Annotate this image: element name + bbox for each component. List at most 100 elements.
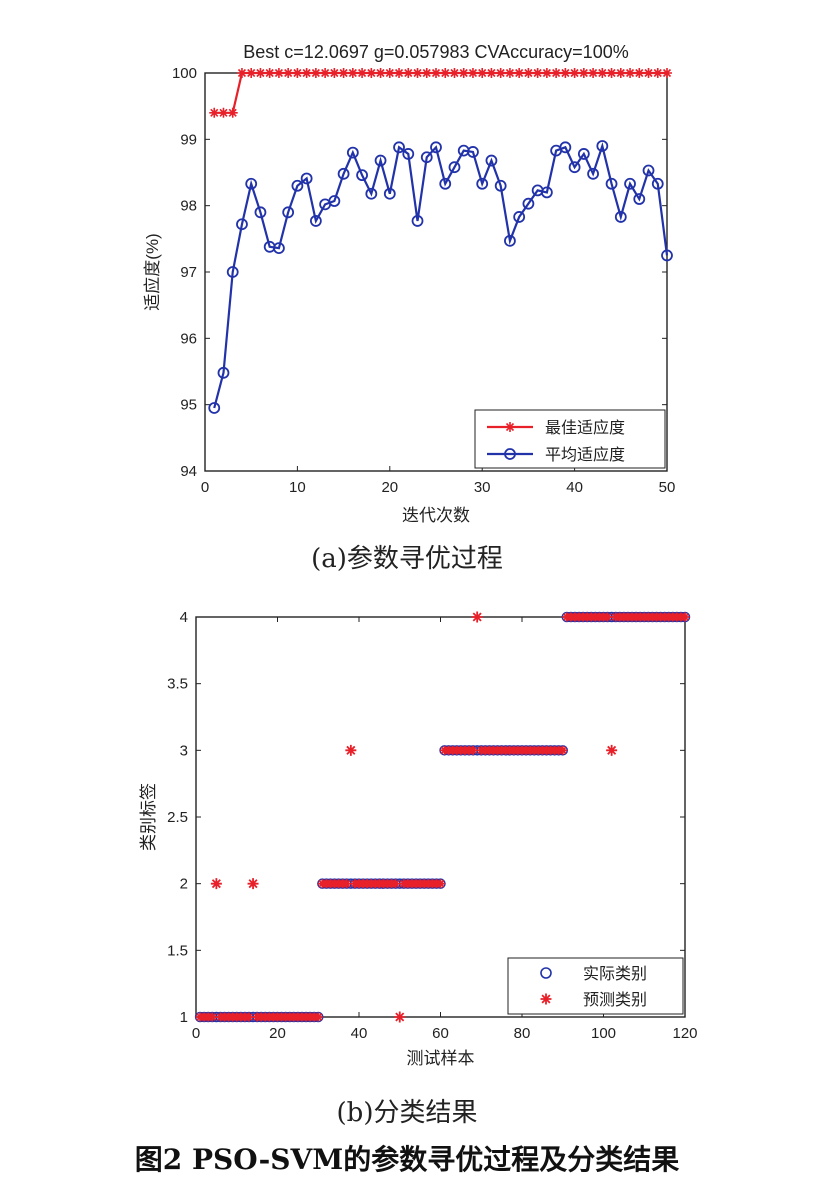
chart-a-point	[236, 68, 247, 78]
chart-b-y-tick-label: 3.5	[167, 676, 188, 693]
chart-a-point	[513, 211, 526, 223]
chart-a-point	[541, 68, 552, 78]
chart-a-point	[209, 107, 220, 118]
chart-a-point	[366, 68, 377, 78]
chart-b-predicted-outlier	[471, 611, 483, 623]
chart-a-point	[357, 68, 368, 78]
chart-a-point	[540, 186, 553, 199]
chart-b-predicted-point	[468, 745, 478, 755]
chart-a-point	[624, 177, 636, 190]
chart-a-x-tick-label: 30	[474, 479, 491, 496]
chart-a-point	[337, 167, 350, 180]
chart-b-x-tick-label: 120	[672, 1025, 697, 1042]
chart-a-point	[614, 211, 627, 223]
chart-a-point	[477, 68, 488, 78]
chart-a-point	[218, 107, 229, 118]
chart-b-legend	[507, 957, 684, 1015]
chart-a-point	[467, 146, 479, 158]
chart-a-point	[485, 154, 498, 167]
chart-a-point	[273, 68, 284, 78]
chart-a-point	[652, 68, 663, 78]
chart-a-point	[458, 68, 469, 78]
chart-b-legend-label: 实际类别	[583, 965, 647, 983]
chart-a-legend-marker	[505, 422, 515, 432]
chart-b: 0 20 40 60 80 100 120 1 1.5 2 2.5 3 3.5 4 测试样本 类别标签实际类别…	[139, 609, 698, 1068]
chart-b-predicted-outlier	[247, 878, 259, 890]
chart-a-point	[633, 193, 646, 205]
chart-a-point	[476, 177, 489, 190]
chart-a-point	[255, 68, 266, 78]
chart-a-point	[236, 218, 248, 231]
chart-a-y-tick-label: 100	[172, 65, 197, 82]
chart-a-point	[226, 266, 239, 278]
chart-a-point	[246, 68, 257, 78]
chart-b-predicted-outlier	[606, 744, 618, 756]
chart-b-x-tick-label: 40	[351, 1025, 368, 1042]
caption-a: (a)参数寻优过程	[311, 544, 503, 574]
chart-a-point	[374, 154, 387, 167]
chart-a-x-tick-label: 0	[201, 479, 209, 496]
chart-a-y-label: 适应度(%)	[143, 233, 162, 310]
chart-a-x-tick-label: 20	[381, 479, 398, 496]
chart-a-point	[273, 242, 285, 255]
chart-a-point	[449, 68, 460, 78]
chart-a-point	[467, 68, 478, 78]
chart-a-point	[448, 161, 461, 174]
chart-a-point	[439, 177, 452, 190]
chart-a-point	[227, 107, 238, 118]
chart-a-y-tick-label: 94	[180, 463, 197, 480]
chart-a-point	[420, 151, 433, 164]
chart-a-point	[486, 68, 497, 78]
chart-a-point	[532, 68, 543, 78]
chart-a-point	[347, 68, 358, 78]
chart-a-point	[411, 215, 424, 227]
chart-a-point	[365, 187, 378, 200]
chart-a-point	[568, 161, 581, 174]
chart-a-y-tick-label: 99	[180, 131, 197, 148]
chart-a-point	[346, 146, 359, 159]
chart-a-point	[394, 68, 405, 78]
chart-a-point	[217, 366, 230, 379]
chart-a-point	[403, 68, 414, 78]
chart-a-point	[329, 68, 340, 78]
chart-a-point	[634, 68, 645, 78]
chart-a-point	[375, 68, 386, 78]
chart-a-point	[430, 141, 442, 154]
chart-a-title: Best c=12.0697 g=0.057983 CVAccuracy=100…	[243, 42, 628, 62]
chart-a-point	[384, 68, 395, 78]
chart-a-point	[514, 68, 525, 78]
chart-a-point	[440, 68, 451, 78]
chart-a-point	[310, 68, 321, 78]
chart-b-x-tick-label: 20	[269, 1025, 286, 1042]
chart-a-point	[504, 234, 516, 247]
chart-b-predicted-point	[342, 879, 352, 889]
chart-b-x-label: 测试样本	[407, 1049, 475, 1068]
caption-b: (b)分类结果	[336, 1098, 478, 1128]
chart-a-point	[291, 179, 304, 192]
chart-a-point	[504, 68, 515, 78]
chart-a: 0 10 20 30 40 50 94 95 96 97 98 99 100 Best c=12.0697…	[143, 42, 675, 525]
chart-b-x-tick-label: 80	[514, 1025, 531, 1042]
chart-a-point	[402, 148, 415, 160]
chart-a-point	[300, 172, 313, 185]
chart-b-predicted-point	[244, 1012, 254, 1022]
chart-a-point	[495, 68, 506, 78]
chart-a-y-tick-label: 98	[180, 198, 197, 215]
chart-b-predicted-outlier	[210, 878, 222, 890]
chart-b-plot-area	[195, 616, 686, 1018]
chart-a-point	[421, 68, 432, 78]
chart-a-point	[283, 68, 294, 78]
chart-a-point	[587, 167, 599, 180]
chart-b-y-tick-label: 1	[180, 1009, 188, 1026]
chart-a-point	[328, 195, 341, 207]
chart-a-point	[245, 177, 258, 190]
chart-a-point	[494, 179, 507, 192]
chart-a-point	[661, 249, 673, 262]
chart-b-predicted-outlier	[345, 744, 357, 756]
chart-a-x-tick-label: 40	[566, 479, 583, 496]
chart-a-legend-label: 最佳适应度	[545, 418, 625, 437]
chart-a-point	[560, 68, 571, 78]
chart-a-x-label: 迭代次数	[402, 506, 470, 525]
chart-a-point	[625, 68, 636, 78]
chart-b-y-tick-label: 4	[180, 609, 188, 626]
